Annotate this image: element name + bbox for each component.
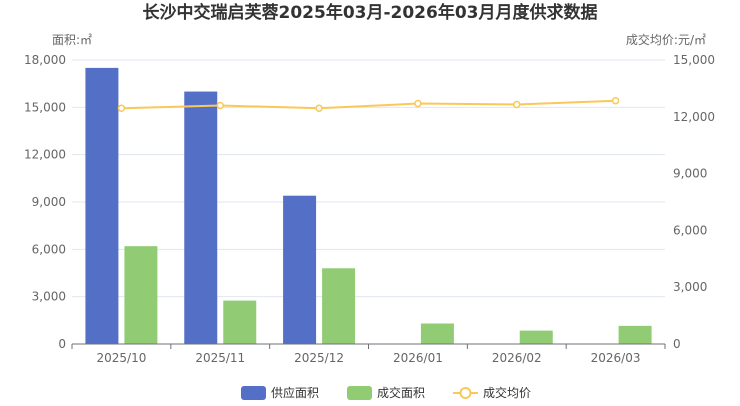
left-tick-label: 15,000 — [24, 100, 66, 114]
right-tick-label: 15,000 — [673, 53, 715, 67]
x-tick-label: 2025/10 — [96, 351, 146, 365]
bar-成交面积 — [322, 268, 356, 344]
line-成交均价 — [121, 99, 616, 110]
legend-swatch — [241, 386, 266, 400]
bar-成交面积 — [124, 246, 158, 344]
bar-成交面积 — [519, 330, 553, 344]
bar-成交面积 — [618, 325, 652, 344]
left-tick-label: 18,000 — [24, 53, 66, 67]
right-tick-label: 3,000 — [673, 280, 707, 294]
right-tick-label: 9,000 — [673, 167, 707, 181]
left-tick-label: 3,000 — [32, 290, 66, 304]
grid — [72, 59, 665, 298]
left-tick-label: 9,000 — [32, 195, 66, 209]
price-line — [117, 96, 620, 113]
legend-item[interactable]: 供应面积 — [241, 385, 319, 400]
left-axis-label: 面积:㎡ — [52, 33, 92, 47]
left-tick-label: 6,000 — [32, 242, 66, 256]
x-tick-label: 2026/03 — [591, 351, 641, 365]
left-tick-label: 12,000 — [24, 148, 66, 162]
x-tick-label: 2026/01 — [393, 351, 443, 365]
x-tick-label: 2025/11 — [195, 351, 245, 365]
legend-item[interactable]: 成交均价 — [453, 385, 531, 400]
watermark: 搜狐号@搜狐焦点南平站 — [578, 383, 732, 400]
bar-供应面积 — [85, 67, 119, 344]
legend-swatch-marker — [459, 387, 472, 399]
line-point — [414, 99, 422, 108]
line-point — [216, 101, 224, 110]
line-point — [117, 104, 126, 113]
legend-item[interactable]: 成交面积 — [347, 385, 425, 400]
right-tick-label: 0 — [673, 337, 681, 351]
line-point — [611, 96, 620, 105]
legend[interactable]: 供应面积 成交面积 成交均价 — [241, 385, 531, 400]
right-tick-label: 12,000 — [673, 110, 715, 124]
legend-label: 成交面积 — [377, 385, 425, 400]
x-tick-label: 2025/12 — [294, 351, 344, 365]
line-point — [513, 100, 521, 109]
bars — [85, 67, 652, 344]
right-axis-label: 成交均价:元/㎡ — [626, 32, 706, 47]
right-tick-label: 6,000 — [673, 223, 707, 237]
legend-label: 成交均价 — [483, 385, 531, 400]
left-tick-label: 0 — [58, 337, 66, 351]
bar-供应面积 — [283, 195, 317, 344]
legend-label: 供应面积 — [271, 385, 319, 400]
chart-title: 长沙中交瑞启芙蓉2025年03月-2026年03月月度供求数据 — [143, 2, 598, 23]
bar-供应面积 — [184, 91, 218, 344]
legend-swatch — [347, 386, 372, 400]
bar-成交面积 — [223, 300, 257, 344]
x-tick-label: 2026/02 — [492, 351, 542, 365]
axes: 0 3,000 6,000 9,000 12,000 15,000 18,000 0 3,000… — [24, 53, 715, 365]
bar-成交面积 — [420, 323, 454, 344]
line-point — [315, 104, 323, 113]
